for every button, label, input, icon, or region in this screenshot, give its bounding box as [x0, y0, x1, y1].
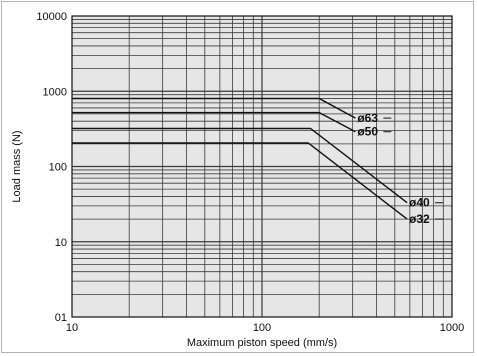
x-tick-label: 100 [253, 322, 271, 334]
y-axis-label: Load mass (N) [11, 130, 23, 202]
plot-border [71, 15, 453, 318]
series-lines [72, 97, 408, 220]
y-tick-label: 1000 [43, 86, 67, 98]
grid-lines [72, 16, 452, 317]
series-line [72, 111, 356, 133]
series-line [72, 127, 408, 204]
series-label: ø63 [357, 111, 378, 125]
series-label: ø32 [409, 212, 430, 226]
x-tick-label: 10 [66, 322, 78, 334]
y-tick-label: 100 [49, 162, 67, 174]
y-tick-label: 10000 [36, 11, 67, 23]
series-label: ø40 [409, 196, 430, 210]
x-axis-label: Maximum piston speed (mm/s) [187, 337, 337, 349]
y-tick-label: 10 [55, 237, 67, 249]
y-tick-label: 01 [55, 312, 67, 324]
series-label: ø50 [357, 125, 378, 139]
x-tick-label: 1000 [440, 322, 464, 334]
series-line [72, 97, 356, 119]
series-line [72, 142, 408, 220]
